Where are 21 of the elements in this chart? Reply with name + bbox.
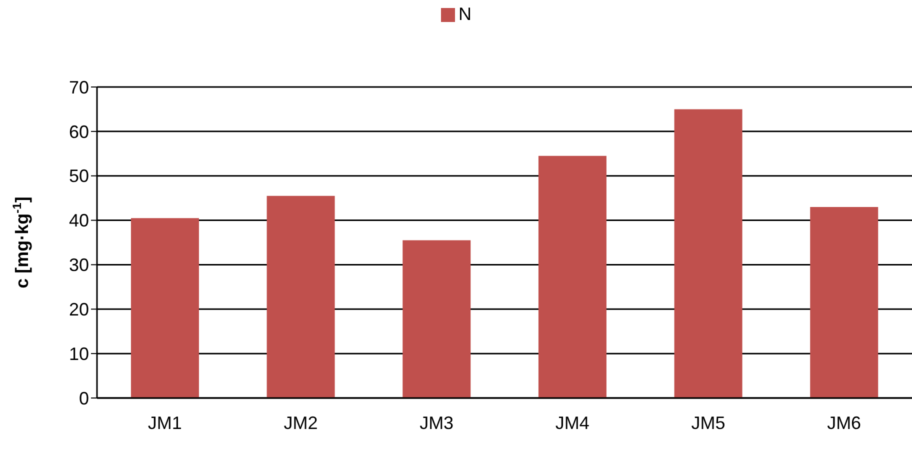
y-tick-label: 60 [68,122,89,142]
x-tick-label: JM6 [827,412,862,433]
x-tick-label: JM5 [691,412,726,433]
bar [810,206,878,398]
y-tick-label: 70 [68,77,89,98]
x-tick-label: JM2 [284,412,318,433]
legend-label: N [458,4,472,24]
x-tick-label: JM1 [148,412,182,433]
y-tick-label: 40 [68,210,89,231]
bar [130,218,199,398]
y-tick-label: 30 [68,255,89,276]
x-tick-label: JM4 [555,412,590,433]
y-tick-label: 0 [78,388,89,408]
y-tick-label: 20 [68,300,89,320]
bar [402,240,471,398]
bar [266,196,335,398]
x-tick-label: JM3 [420,412,454,433]
y-tick-label: 10 [68,344,89,364]
bar [674,109,742,398]
bar [538,156,606,398]
y-tick-label: 50 [68,166,89,186]
